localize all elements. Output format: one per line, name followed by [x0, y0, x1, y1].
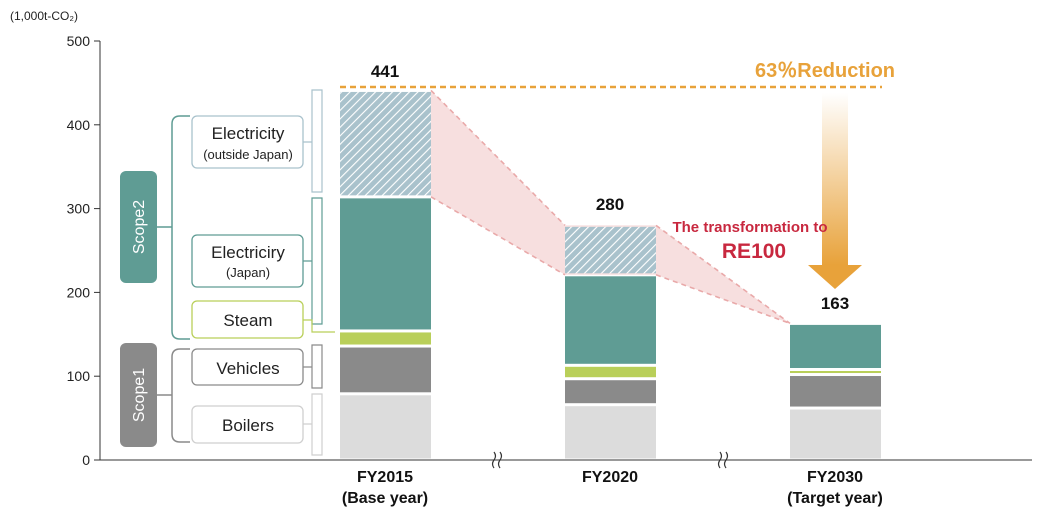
y-tick-label: 100	[67, 368, 91, 384]
scope2-badge: Scope2	[120, 171, 157, 283]
legend-electricity-japan: Electriciry (Japan)	[191, 234, 304, 288]
x-label-fy2030-line1: FY2030	[807, 469, 863, 486]
stacked-bars	[340, 91, 881, 459]
x-label-fy2015-line1: FY2015	[357, 469, 413, 486]
bar-fy2030-vehicles	[790, 376, 881, 407]
legend-connectors	[303, 89, 335, 456]
total-label-fy2020: 280	[596, 195, 624, 214]
bar-fy2015-elec_outside	[340, 91, 431, 196]
legend-vehicles: Vehicles	[191, 348, 304, 386]
bar-fy2030-steam	[790, 370, 881, 374]
y-tick-label: 200	[67, 284, 91, 300]
axis-break-mark-2	[717, 451, 729, 469]
svg-text:(Japan): (Japan)	[226, 265, 270, 280]
total-label-fy2015: 441	[371, 62, 399, 81]
y-tick-label: 500	[67, 33, 91, 49]
legend-steam: Steam	[191, 300, 304, 339]
bar-fy2015-vehicles	[340, 347, 431, 393]
bar-fy2020-elec_outside	[565, 226, 656, 274]
transition-dashed-edge	[655, 274, 791, 325]
bar-fy2020-steam	[565, 366, 656, 378]
legend-boilers: Boilers	[191, 405, 304, 444]
axis-break-mark-1	[491, 451, 503, 469]
transition-dashed-edge	[430, 196, 566, 276]
svg-text:Electriciry: Electriciry	[211, 243, 285, 262]
transition-band-area	[431, 90, 790, 324]
bar-fy2020-elec_japan	[565, 276, 656, 364]
y-tick-label: 0	[82, 452, 90, 468]
x-label-fy2015-line2: (Base year)	[342, 490, 428, 507]
legend-electricity-outside-japan: Electricity (outside Japan)	[191, 115, 304, 169]
transition-dashed-edge	[430, 89, 566, 226]
bar-fy2020-boilers	[565, 406, 656, 459]
svg-text:Scope1: Scope1	[131, 368, 148, 422]
bar-fy2015-boilers	[340, 395, 431, 459]
x-label-fy2020-line1: FY2020	[582, 469, 638, 486]
y-ticks: 0 100 200 300 400 500	[67, 33, 100, 468]
bar-fy2030-elec_japan	[790, 324, 881, 368]
y-tick-label: 300	[67, 201, 91, 217]
total-label-fy2030: 163	[821, 294, 849, 313]
transition-dashed-edge	[655, 224, 791, 325]
re100-line2: RE100	[722, 240, 786, 263]
re100-line1: The transformation to	[672, 219, 827, 236]
bar-fy2020-vehicles	[565, 380, 656, 404]
transition-band	[430, 89, 791, 325]
unit-label: (1,000t-CO₂)	[10, 9, 78, 23]
bar-fy2015-elec_japan	[340, 198, 431, 330]
scope1-bracket	[157, 348, 190, 443]
svg-text:Scope2: Scope2	[131, 200, 148, 254]
svg-text:Electricity: Electricity	[212, 124, 285, 143]
scope1-badge: Scope1	[120, 343, 157, 447]
scope2-bracket	[157, 115, 190, 340]
down-arrow-icon	[808, 93, 862, 289]
reduction-label: 63％Reduction	[755, 60, 895, 82]
bar-fy2015-steam	[340, 332, 431, 345]
x-label-fy2030-line2: (Target year)	[787, 490, 883, 507]
svg-text:Boilers: Boilers	[222, 416, 274, 435]
svg-text:Steam: Steam	[223, 311, 272, 330]
bar-fy2030-boilers	[790, 409, 881, 459]
svg-text:Vehicles: Vehicles	[216, 359, 279, 378]
svg-text:(outside Japan): (outside Japan)	[203, 147, 293, 162]
y-tick-label: 400	[67, 117, 91, 133]
